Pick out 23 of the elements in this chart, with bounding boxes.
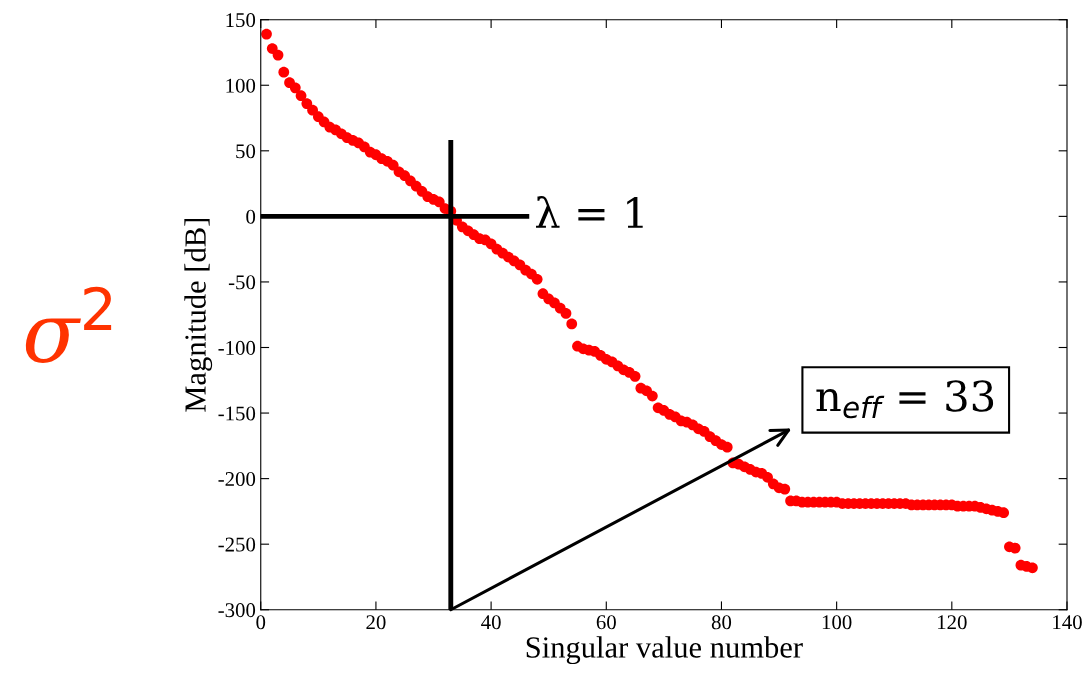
y-tick-label: -50 xyxy=(228,275,256,290)
text: σ$^{2}$ xyxy=(25,286,112,364)
y-tick-label: 150 xyxy=(226,13,256,28)
y-tick-label: -300 xyxy=(218,603,256,618)
y-tick-label: 0 xyxy=(246,209,256,224)
y-axis-title: Magnitude [dB] xyxy=(184,218,213,412)
y-tick-label: 50 xyxy=(236,144,256,159)
x-tick-label: 140 xyxy=(1053,615,1082,630)
y-tick-label: -250 xyxy=(218,537,256,552)
x-tick-label: 120 xyxy=(938,615,967,630)
x-tick-label: 0 xyxy=(256,615,266,630)
x-tick-label: 100 xyxy=(822,615,852,630)
y-tick-label: -200 xyxy=(218,471,256,487)
x-tick-label: 20 xyxy=(366,615,386,630)
x-tick-label: 60 xyxy=(596,615,616,630)
y-tick-label: 100 xyxy=(226,78,256,93)
x-tick-label: 40 xyxy=(481,615,501,630)
annotation: n$_{eff}$ = 33 xyxy=(816,380,994,419)
y-tick-label: -150 xyxy=(218,406,256,421)
y-tick-label: -100 xyxy=(218,340,256,355)
annotation: λ = 1 xyxy=(536,195,643,228)
x-axis-title: Singular value number xyxy=(526,636,803,665)
x-tick-label: 80 xyxy=(711,615,732,630)
